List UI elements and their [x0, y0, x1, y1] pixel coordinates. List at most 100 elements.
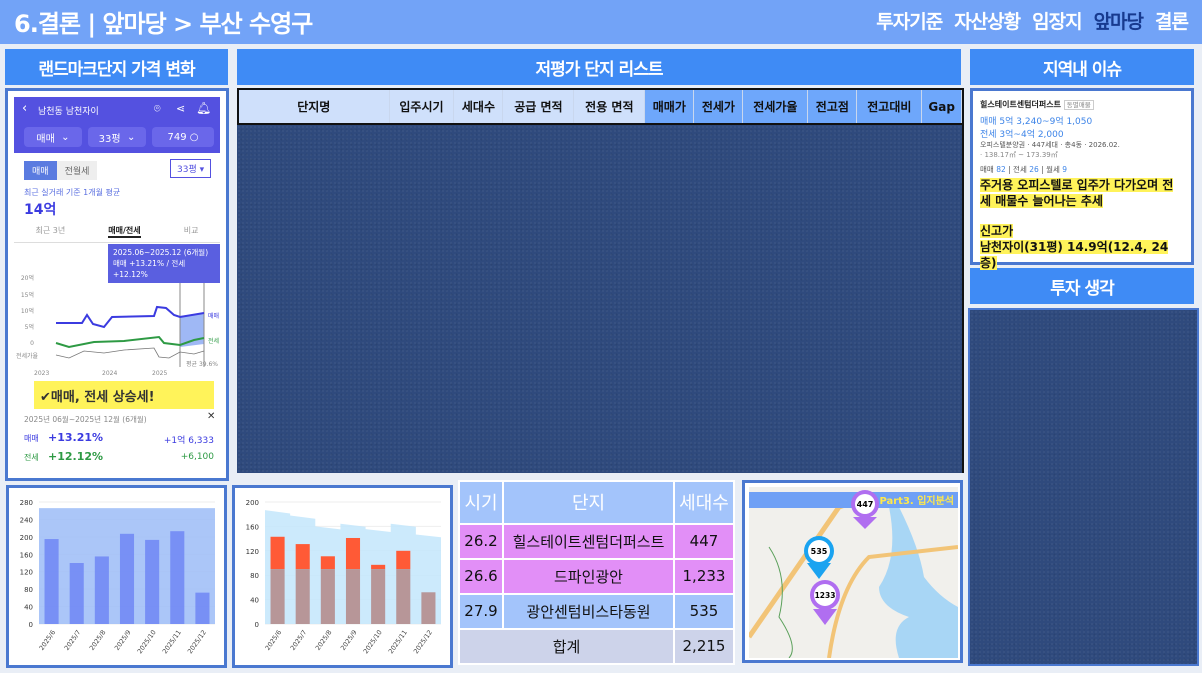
- jeonse-series-label: 전세: [208, 337, 219, 345]
- close-icon[interactable]: ✕: [207, 411, 216, 422]
- map-pin-447[interactable]: 447: [851, 490, 879, 529]
- col-header: 전세가: [693, 90, 744, 123]
- summary-period: 2025년 06월~2025년 12월 (6개월): [24, 415, 147, 424]
- x-tick-label: 2025/9: [339, 629, 359, 652]
- issue-info-1: 오피스텔분양권 · 447세대 · 총4동 · 2026.02.: [980, 141, 1120, 149]
- y-tick-label: 120: [246, 548, 259, 556]
- bar: [119, 533, 135, 624]
- bar: [44, 539, 59, 624]
- bar-upper: [345, 537, 361, 570]
- section-issue-title: 지역내 이슈: [970, 49, 1194, 85]
- x-tick-label: 2025/9: [113, 629, 133, 652]
- tab-3years[interactable]: 최근 3년: [35, 226, 66, 235]
- bar: [94, 556, 109, 624]
- nav-invest-criteria[interactable]: 투자기준: [876, 11, 943, 33]
- list-table-body-masked: [237, 125, 964, 473]
- size-select[interactable]: 33평 ⌄: [88, 127, 146, 147]
- x-tick-label: 2025/10: [136, 629, 158, 656]
- bar-upper: [320, 556, 335, 570]
- nav-front-yard[interactable]: 앞마당: [1093, 11, 1144, 33]
- size-dropdown-value: 33평: [177, 165, 197, 175]
- landmark-app-screenshot: ‹ 남천동 남천자이 ⌾ ⋖ 🔔︎ 매매 ⌄ 33평 ⌄ 749 ○ 매매 전월…: [5, 88, 229, 481]
- col-header: Gap: [921, 90, 962, 123]
- x-tick: 2023: [34, 370, 49, 377]
- share-icon[interactable]: ⋖: [176, 102, 186, 115]
- back-icon[interactable]: ‹: [22, 101, 28, 116]
- listing-badge[interactable]: 동별매물: [1063, 100, 1094, 110]
- bar: [170, 531, 185, 624]
- tab-sale[interactable]: 매매: [24, 161, 57, 180]
- col-complex: 단지: [502, 480, 675, 525]
- col-header: 전용 면적: [573, 90, 646, 123]
- map-pin-1233[interactable]: 1233: [810, 580, 840, 625]
- sale-series-label: 매매: [208, 312, 219, 320]
- list-table-header: 단지명 입주시기 세대수 공급 면적 전용 면적 매매가 전세가 전세가율 전고점 전고대비 Gap: [237, 88, 964, 125]
- bar: [145, 539, 160, 624]
- tab-rent[interactable]: 전월세: [56, 161, 98, 180]
- x-tick-label: 2025/6: [38, 629, 58, 652]
- listing-count-button[interactable]: 749 ○: [152, 127, 214, 147]
- regional-issue-box: 힐스테이트센텀더퍼스트 동별매물 매매 5억 3,240~9억 1,050 전세…: [970, 88, 1194, 270]
- x-tick-label: 2025/8: [88, 629, 108, 652]
- page-title: 6.결론 | 앞마당 > 부산 수영구: [14, 10, 313, 38]
- map-pin-535[interactable]: 535: [804, 536, 834, 579]
- x-tick-label: 2025/12: [412, 629, 434, 656]
- period: 27.9: [458, 592, 504, 630]
- jeonse-pct: +12.12%: [48, 450, 104, 463]
- trade-type-select[interactable]: 매매 ⌄: [24, 127, 82, 147]
- complex-name: 광안센텀비스타동원: [502, 592, 675, 630]
- map-water: [879, 507, 958, 658]
- app-body: 매매 전월세 33평 ▾ 최근 실거래 기준 1개월 평균 14억 최근 3년 …: [14, 153, 220, 425]
- location-map[interactable]: Part3. 입지분석 447 535 1233: [746, 487, 959, 659]
- y-tick-label: 120: [20, 569, 33, 577]
- period: 26.6: [458, 557, 504, 595]
- range-highlight: [180, 313, 204, 347]
- count-label: 월세: [1046, 165, 1060, 174]
- location-label: 남천동 남천자이: [38, 107, 99, 117]
- col-header: 단지명: [239, 90, 390, 123]
- count-value: 9: [1062, 165, 1068, 174]
- y-tick-label: 280: [20, 499, 33, 507]
- nav-site-visit[interactable]: 임장지: [1032, 11, 1082, 33]
- x-tick-label: 2025/11: [161, 629, 183, 656]
- avg-ratio: 평균 39.6%: [186, 360, 218, 368]
- count-value: 82: [996, 165, 1006, 174]
- bar-upper: [270, 536, 285, 570]
- type-toggle: 매매 전월세: [24, 161, 98, 180]
- pin-label: 1233: [815, 591, 836, 600]
- avg-label: 최근 실거래 기준 1개월 평균: [24, 188, 121, 197]
- section-landmark-title: 랜드마크단지 가격 변화: [5, 49, 228, 85]
- x-tick-label: 2025/8: [314, 629, 334, 652]
- supply-total-row: 합계 2,215: [458, 627, 735, 666]
- tab-sale-jeonse[interactable]: 매매/전세: [108, 225, 141, 238]
- uptrend-callout: ✔매매, 전세 상승세!: [34, 381, 214, 409]
- listing-counts: 매매 82 | 전세 26 | 월세 9: [980, 165, 1068, 174]
- y-tick: 20억: [21, 274, 34, 282]
- ratio-line: [55, 347, 205, 359]
- nav-assets[interactable]: 자산상황: [954, 11, 1021, 33]
- map-pin-icon[interactable]: ⌾: [154, 102, 161, 115]
- y-tick: 15억: [21, 291, 34, 299]
- y-tick-label: 200: [246, 499, 259, 507]
- listing-count: 749: [167, 131, 187, 143]
- complex-name: 힐스테이트센텀더퍼스트: [502, 522, 675, 560]
- col-header: 공급 면적: [502, 90, 575, 123]
- jeonse-range: 전세 3억~4억 2,000: [980, 130, 1064, 140]
- slide-header: 6.결론 | 앞마당 > 부산 수영구 투자기준 자산상황 임장지 앞마당 결론: [0, 0, 1202, 44]
- bell-icon[interactable]: 🔔︎: [196, 101, 212, 115]
- bar: [195, 592, 210, 624]
- y-tick: 0: [30, 340, 34, 347]
- section-thoughts-title: 투자 생각: [970, 268, 1194, 304]
- x-tick-label: 2025/6: [264, 629, 284, 652]
- col-header: 전고점: [807, 90, 858, 123]
- tab-compare[interactable]: 비교: [183, 226, 199, 235]
- size-dropdown[interactable]: 33평 ▾: [170, 159, 212, 178]
- pin-label: 447: [857, 500, 874, 509]
- period: 26.2: [458, 522, 504, 560]
- chart-tooltip: 2025.06~2025.12 (6개월) 매매 +13.21% / 전세 +1…: [108, 244, 220, 283]
- price-line-chart: 20억 15억 10억 5억 0 전세가율 2023 2024 2025 평균 …: [16, 271, 219, 377]
- y-tick: 10억: [21, 307, 34, 315]
- nav-conclusion[interactable]: 결론: [1155, 11, 1189, 33]
- issue-complex-name: 힐스테이트센텀더퍼스트 동별매물: [980, 99, 1184, 110]
